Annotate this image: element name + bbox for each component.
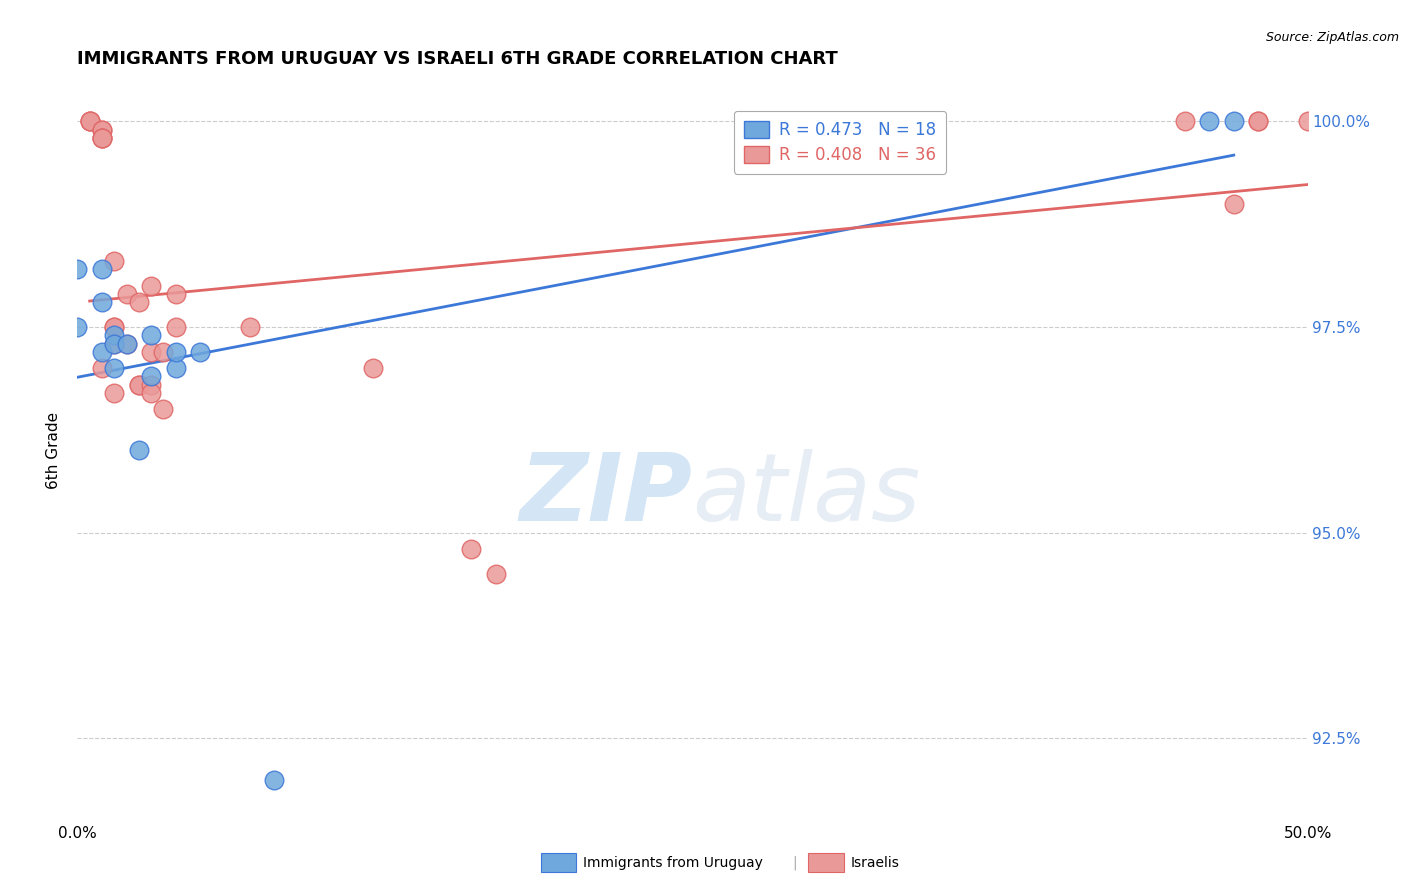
Point: [90, 131, 114, 145]
Point: [79, 114, 101, 128]
Point: [103, 320, 125, 334]
Point: [152, 402, 174, 417]
Text: IMMIGRANTS FROM URUGUAY VS ISRAELI 6TH GRADE CORRELATION CHART: IMMIGRANTS FROM URUGUAY VS ISRAELI 6TH G…: [77, 50, 838, 68]
Point: [90, 122, 114, 136]
Point: [79, 114, 101, 128]
Text: |: |: [792, 855, 797, 870]
Point: [128, 443, 150, 458]
Point: [90, 262, 114, 277]
Point: [90, 122, 114, 136]
Point: [90, 131, 114, 145]
Point: [90, 131, 114, 145]
Point: [103, 336, 125, 351]
Point: [90, 361, 114, 376]
Text: atlas: atlas: [693, 450, 921, 541]
Point: [141, 344, 163, 359]
Point: [1247, 114, 1270, 128]
Point: [115, 336, 138, 351]
Point: [361, 361, 384, 376]
Point: [1296, 114, 1319, 128]
Point: [485, 566, 508, 581]
Point: [1223, 196, 1246, 211]
Point: [1174, 114, 1197, 128]
Point: [90, 344, 114, 359]
Point: [141, 328, 163, 343]
Point: [103, 385, 125, 400]
Point: [128, 377, 150, 392]
Point: [239, 320, 262, 334]
Point: [66, 262, 89, 277]
Point: [1247, 114, 1270, 128]
Text: Source: ZipAtlas.com: Source: ZipAtlas.com: [1265, 31, 1399, 45]
Point: [141, 279, 163, 293]
Point: [141, 377, 163, 392]
Text: ZIP: ZIP: [520, 449, 693, 541]
Point: [103, 328, 125, 343]
Point: [141, 385, 163, 400]
Point: [66, 320, 89, 334]
Point: [103, 336, 125, 351]
Point: [90, 295, 114, 310]
Point: [115, 336, 138, 351]
Point: [165, 344, 187, 359]
Point: [128, 295, 150, 310]
Point: [1223, 114, 1246, 128]
Point: [165, 287, 187, 301]
Point: [165, 361, 187, 376]
Point: [263, 772, 285, 787]
Point: [460, 542, 482, 557]
Point: [128, 377, 150, 392]
Point: [103, 320, 125, 334]
Point: [79, 114, 101, 128]
Point: [165, 320, 187, 334]
Point: [115, 287, 138, 301]
Point: [1198, 114, 1220, 128]
Point: [152, 344, 174, 359]
Point: [188, 344, 212, 359]
Text: Immigrants from Uruguay: Immigrants from Uruguay: [583, 855, 763, 870]
Point: [103, 361, 125, 376]
Text: Israelis: Israelis: [851, 855, 900, 870]
Point: [103, 254, 125, 268]
Legend: R = 0.473   N = 18, R = 0.408   N = 36: R = 0.473 N = 18, R = 0.408 N = 36: [734, 111, 946, 174]
Y-axis label: 6th Grade: 6th Grade: [46, 412, 62, 489]
Point: [141, 369, 163, 384]
